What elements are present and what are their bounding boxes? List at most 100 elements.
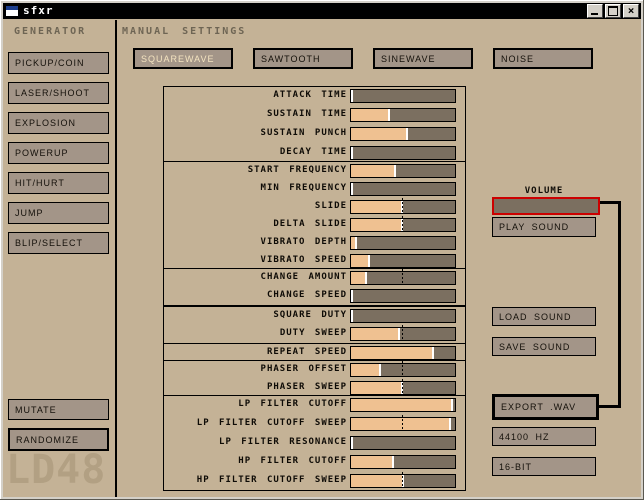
slider-marker[interactable] [379, 364, 381, 376]
sample-rate-button[interactable]: 44100 HZ [492, 427, 596, 446]
slider-marker[interactable] [351, 437, 353, 449]
slider-marker[interactable] [388, 109, 390, 121]
volume-wire-vertical [618, 201, 621, 408]
hp-filter-cutoff-sweep-slider[interactable] [350, 472, 456, 488]
minimize-icon [591, 13, 598, 15]
window-title: sfxr [23, 4, 54, 17]
slider-marker[interactable] [355, 237, 357, 249]
repeat-speed-label: REPEAT SPEED [266, 347, 347, 357]
vibrato-depth-label: VIBRATO DEPTH [260, 237, 347, 247]
volume-slider[interactable] [492, 197, 600, 215]
vibrato-speed-slider[interactable] [350, 254, 456, 268]
lp-filter-cutoff-sweep-slider[interactable] [350, 415, 456, 431]
app-icon [6, 6, 18, 16]
attack-time-slider[interactable] [350, 89, 456, 103]
delta-slide-slider[interactable] [350, 216, 456, 232]
decay-time-slider[interactable] [350, 146, 456, 160]
pickup-coin-button[interactable]: PICKUP/COIN [8, 52, 109, 74]
lp-filter-resonance-slider[interactable] [350, 436, 456, 450]
change-speed-slider[interactable] [350, 289, 456, 303]
duty-sweep-slider[interactable] [350, 325, 456, 341]
squarewave-wave-button[interactable]: SQUAREWAVE [133, 48, 233, 69]
play-sound-button[interactable]: PLAY SOUND [492, 217, 596, 237]
slider-marker[interactable] [392, 456, 394, 468]
slider-marker[interactable] [351, 290, 353, 302]
slider-fill [351, 237, 355, 249]
slider-marker[interactable] [368, 255, 370, 267]
min-frequency-slider[interactable] [350, 182, 456, 196]
delta-slide-label: DELTA SLIDE [273, 219, 347, 229]
slider-marker[interactable] [394, 165, 396, 177]
center-tick [402, 361, 403, 377]
window-controls: × [587, 4, 639, 18]
slider-section [163, 395, 466, 491]
change-amount-label: CHANGE AMOUNT [260, 272, 347, 282]
phaser-offset-label: PHASER OFFSET [260, 364, 347, 374]
explosion-button[interactable]: EXPLOSION [8, 112, 109, 134]
volume-wire-bottom [598, 405, 621, 408]
hit-hurt-button[interactable]: HIT/HURT [8, 172, 109, 194]
close-button[interactable]: × [623, 4, 639, 18]
divider [115, 20, 117, 497]
repeat-speed-slider[interactable] [350, 346, 456, 360]
hp-filter-cutoff-sweep-label: HP FILTER CUTOFF SWEEP [196, 475, 347, 485]
slider-marker[interactable] [351, 147, 353, 159]
phaser-sweep-slider[interactable] [350, 379, 456, 395]
square-duty-slider[interactable] [350, 309, 456, 323]
blip-select-button[interactable]: BLIP/SELECT [8, 232, 109, 254]
slider-marker[interactable] [406, 128, 408, 140]
slider-marker[interactable] [351, 310, 353, 322]
slider-fill [351, 201, 401, 213]
powerup-button[interactable]: POWERUP [8, 142, 109, 164]
sinewave-wave-button[interactable]: SINEWAVE [373, 48, 473, 69]
vibrato-speed-label: VIBRATO SPEED [260, 255, 347, 265]
slider-fill [351, 364, 379, 376]
slider-fill [351, 255, 368, 267]
laser-shoot-button[interactable]: LASER/SHOOT [8, 82, 109, 104]
slider-fill [351, 109, 388, 121]
titlebar[interactable]: sfxr × [3, 3, 641, 19]
randomize-button[interactable]: RANDOMIZE [8, 428, 109, 451]
slider-marker[interactable] [351, 183, 353, 195]
slider-marker[interactable] [402, 475, 404, 487]
center-tick [402, 198, 403, 214]
center-tick [402, 379, 403, 395]
hp-filter-cutoff-slider[interactable] [350, 455, 456, 469]
export-wav-button[interactable]: EXPORT .WAV [492, 394, 599, 420]
save-sound-button[interactable]: SAVE SOUND [492, 337, 596, 356]
slider-marker[interactable] [449, 418, 451, 430]
slider-marker[interactable] [365, 272, 367, 284]
slider-fill [351, 128, 406, 140]
slider-marker[interactable] [451, 399, 453, 411]
center-tick [402, 472, 403, 488]
sawtooth-wave-button[interactable]: SAWTOOTH [253, 48, 353, 69]
phaser-offset-slider[interactable] [350, 361, 456, 377]
minimize-button[interactable] [587, 4, 603, 18]
sustain-time-slider[interactable] [350, 108, 456, 122]
square-duty-label: SQUARE DUTY [273, 310, 347, 320]
bit-depth-button[interactable]: 16-BIT [492, 457, 596, 476]
lp-filter-cutoff-slider[interactable] [350, 398, 456, 412]
noise-wave-button[interactable]: NOISE [493, 48, 593, 69]
change-amount-slider[interactable] [350, 269, 456, 285]
slide-slider[interactable] [350, 198, 456, 214]
load-sound-button[interactable]: LOAD SOUND [492, 307, 596, 326]
slider-fill [351, 347, 432, 359]
mutate-button[interactable]: MUTATE [8, 399, 109, 420]
close-icon: × [627, 4, 635, 17]
slider-marker[interactable] [351, 90, 353, 102]
slider-fill [351, 456, 392, 468]
slider-marker[interactable] [432, 347, 434, 359]
duty-sweep-label: DUTY SWEEP [279, 328, 347, 338]
start-frequency-slider[interactable] [350, 164, 456, 178]
slider-marker[interactable] [398, 328, 400, 340]
center-tick [402, 216, 403, 232]
maximize-button[interactable] [605, 4, 621, 18]
jump-button[interactable]: JUMP [8, 202, 109, 224]
ld48-watermark: LD48 [6, 447, 107, 493]
slider-fill [351, 399, 451, 411]
vibrato-depth-slider[interactable] [350, 236, 456, 250]
sustain-punch-slider[interactable] [350, 127, 456, 141]
sustain-time-label: SUSTAIN TIME [266, 109, 347, 119]
